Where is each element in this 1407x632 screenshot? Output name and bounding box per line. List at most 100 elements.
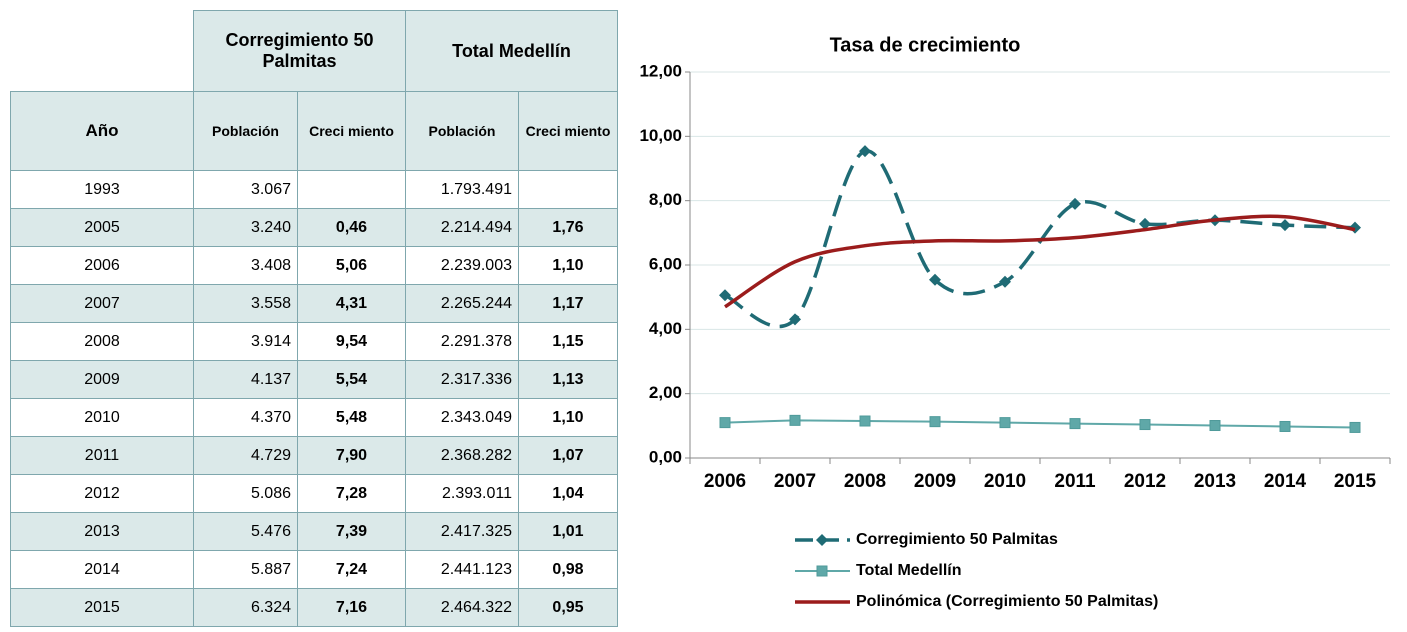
point <box>1279 219 1291 232</box>
table-cell: 3.914 <box>193 322 298 361</box>
table-cell: 1,10 <box>518 398 618 437</box>
table-cell: 1,07 <box>518 436 618 475</box>
legend-label: Total Medellín <box>856 562 961 579</box>
table-cell: 2.368.282 <box>405 436 519 475</box>
table-cell: 2.291.378 <box>405 322 519 361</box>
table-row: Corregimiento 50 Palmitas Total Medellín <box>11 10 618 92</box>
table-cell: 2015 <box>10 588 194 627</box>
x-tick-label: 2012 <box>1124 471 1166 492</box>
table-cell: 4.729 <box>193 436 298 475</box>
point <box>1209 420 1221 432</box>
table-cell: 7,90 <box>297 436 406 475</box>
table-cell: 1,76 <box>518 208 618 247</box>
table-cell: 5,54 <box>297 360 406 399</box>
chart-title: Tasa de crecimiento <box>830 34 1021 56</box>
y-tick-label: 8,00 <box>649 190 682 209</box>
table-cell: 2.214.494 <box>405 208 519 247</box>
column-header: Creci miento <box>518 91 618 171</box>
point <box>859 415 871 427</box>
column-header: Población <box>193 91 298 171</box>
table-cell: 2013 <box>10 512 194 551</box>
table-cell: 1,13 <box>518 360 618 399</box>
point <box>719 289 731 302</box>
table-cell: 7,39 <box>297 512 406 551</box>
point <box>999 275 1011 288</box>
x-tick-label: 2006 <box>704 471 746 492</box>
table-cell: 4.137 <box>193 360 298 399</box>
table-cell: 2005 <box>10 208 194 247</box>
y-tick-label: 0,00 <box>649 447 682 466</box>
table-cell: 6.324 <box>193 588 298 627</box>
table-cell: 2006 <box>10 246 194 285</box>
table-cell: 7,16 <box>297 588 406 627</box>
table-cell: 2009 <box>10 360 194 399</box>
table-row: 2008 3.914 9,54 2.291.378 1,15 <box>10 322 618 361</box>
table-cell: 2.317.336 <box>405 360 519 399</box>
point <box>1139 419 1151 431</box>
chart: Tasa de crecimiento 0,00 2,00 4,00 6,00 8,00… <box>639 34 1391 610</box>
table-row: 2015 6.324 7,16 2.464.322 0,95 <box>10 588 618 627</box>
table-cell: 1,15 <box>518 322 618 361</box>
table-cell: 4.370 <box>193 398 298 437</box>
table-cell <box>297 170 406 209</box>
table-cell: 2.417.325 <box>405 512 519 551</box>
table-cell: 2.464.322 <box>405 588 519 627</box>
table-cell: 1.793.491 <box>405 170 519 209</box>
table-cell: 2.239.003 <box>405 246 519 285</box>
table-row: 2013 5.476 7,39 2.417.325 1,01 <box>10 512 618 551</box>
table-row: 1993 3.067 1.793.491 <box>10 170 618 209</box>
table-cell: 3.240 <box>193 208 298 247</box>
table-cell: 3.067 <box>193 170 298 209</box>
x-tick-label: 2009 <box>914 471 956 492</box>
table-row: Año Población Creci miento Población Creci m… <box>10 91 618 171</box>
table-cell: 5.086 <box>193 474 298 513</box>
table-cell: 1993 <box>10 170 194 209</box>
x-tick-label: 2007 <box>774 471 816 492</box>
table-cell: 2012 <box>10 474 194 513</box>
x-tick-label: 2015 <box>1334 471 1377 492</box>
table-cell: 3.408 <box>193 246 298 285</box>
table-cell: 7,28 <box>297 474 406 513</box>
point <box>1139 217 1151 230</box>
table-cell: 2.265.244 <box>405 284 519 323</box>
table-cell: 5,06 <box>297 246 406 285</box>
series-line <box>724 214 1356 309</box>
table-row: 2011 4.729 7,90 2.368.282 1,07 <box>10 436 618 475</box>
x-tick-label: 2008 <box>844 471 886 492</box>
point <box>789 414 801 426</box>
point <box>1349 421 1361 433</box>
x-tick-label: 2011 <box>1054 471 1096 492</box>
point <box>929 273 941 286</box>
y-tick-label: 6,00 <box>649 254 682 273</box>
legend-label: Polinómica (Corregimiento 50 Palmitas) <box>856 593 1158 610</box>
table-cell: 2010 <box>10 398 194 437</box>
column-header: Creci miento <box>297 91 406 171</box>
table-cell: 2007 <box>10 284 194 323</box>
x-tick-label: 2010 <box>984 471 1026 492</box>
table-cell: 4,31 <box>297 284 406 323</box>
table-cell: 1,01 <box>518 512 618 551</box>
table-cell: 9,54 <box>297 322 406 361</box>
y-tick-label: 4,00 <box>649 319 682 338</box>
point <box>999 417 1011 429</box>
x-tick-label: 2013 <box>1194 471 1236 492</box>
table-cell: 5.476 <box>193 512 298 551</box>
point <box>1279 420 1291 432</box>
table-cell: 1,17 <box>518 284 618 323</box>
table-row: 2012 5.086 7,28 2.393.011 1,04 <box>10 474 618 513</box>
table-cell: 0,95 <box>518 588 618 627</box>
y-tick-label: 10,00 <box>639 126 682 145</box>
table-cell: 5.887 <box>193 550 298 589</box>
table-cell: 0,46 <box>297 208 406 247</box>
column-header: Población <box>405 91 519 171</box>
population-table: Corregimiento 50 Palmitas Total Medellín A… <box>10 10 618 627</box>
table-cell: 3.558 <box>193 284 298 323</box>
y-tick-label: 2,00 <box>649 383 682 402</box>
point <box>789 313 801 326</box>
table-cell: 2.441.123 <box>405 550 519 589</box>
table-cell: 1,10 <box>518 246 618 285</box>
table-cell: 2011 <box>10 436 194 475</box>
point <box>1069 418 1081 430</box>
table-cell: 7,24 <box>297 550 406 589</box>
